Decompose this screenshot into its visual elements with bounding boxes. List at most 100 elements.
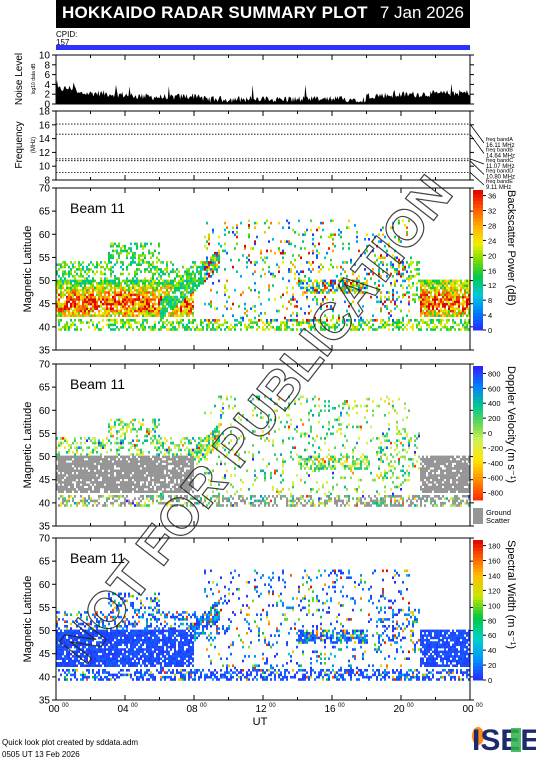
data-cell bbox=[116, 474, 118, 477]
data-cell bbox=[254, 499, 256, 503]
data-cell bbox=[302, 497, 304, 500]
data-cell bbox=[272, 495, 274, 498]
data-cell bbox=[432, 298, 434, 301]
data-cell bbox=[182, 478, 184, 482]
data-cell bbox=[132, 423, 134, 426]
data-cell bbox=[106, 437, 108, 440]
data-cell bbox=[166, 279, 168, 283]
data-cell bbox=[450, 286, 452, 290]
data-cell bbox=[142, 258, 144, 262]
data-cell bbox=[212, 446, 214, 449]
data-cell bbox=[138, 312, 140, 315]
data-cell bbox=[194, 288, 196, 292]
data-cell bbox=[378, 325, 380, 329]
data-cell bbox=[316, 319, 318, 322]
data-cell bbox=[108, 309, 110, 313]
data-cell bbox=[62, 325, 64, 329]
data-cell bbox=[184, 305, 186, 308]
data-cell bbox=[226, 395, 228, 399]
data-cell bbox=[90, 298, 92, 301]
data-cell bbox=[90, 490, 92, 493]
data-cell bbox=[136, 430, 138, 433]
data-cell bbox=[122, 474, 124, 477]
data-cell bbox=[460, 319, 462, 322]
data-cell bbox=[158, 302, 160, 306]
data-cell bbox=[158, 467, 160, 470]
data-cell bbox=[114, 441, 116, 445]
data-cell bbox=[62, 501, 64, 505]
data-cell bbox=[430, 309, 432, 313]
data-cell bbox=[132, 481, 134, 484]
data-cell bbox=[168, 286, 170, 290]
data-cell bbox=[344, 284, 346, 287]
data-cell bbox=[384, 305, 386, 308]
data-cell bbox=[224, 249, 226, 253]
data-cell bbox=[132, 314, 134, 317]
data-cell bbox=[292, 437, 294, 440]
data-cell bbox=[174, 471, 176, 475]
data-cell bbox=[74, 307, 76, 310]
data-cell bbox=[90, 282, 92, 285]
data-cell bbox=[178, 448, 180, 452]
data-cell bbox=[218, 251, 220, 255]
data-cell bbox=[438, 321, 440, 324]
data-cell bbox=[430, 314, 432, 317]
data-cell bbox=[168, 314, 170, 317]
data-cell bbox=[86, 265, 88, 269]
data-cell bbox=[328, 284, 330, 287]
data-cell bbox=[114, 242, 116, 246]
data-cell bbox=[380, 295, 382, 299]
data-cell bbox=[136, 434, 138, 438]
data-cell bbox=[230, 504, 232, 507]
data-cell bbox=[212, 437, 214, 440]
data-cell bbox=[420, 325, 422, 329]
data-cell bbox=[100, 293, 102, 297]
data-cell bbox=[184, 458, 186, 461]
data-cell bbox=[390, 309, 392, 313]
data-cell bbox=[286, 328, 288, 331]
data-cell bbox=[68, 458, 70, 461]
data-cell bbox=[120, 455, 122, 459]
data-cell bbox=[110, 427, 112, 431]
data-cell bbox=[250, 288, 252, 292]
data-cell bbox=[366, 244, 368, 248]
data-cell bbox=[98, 309, 100, 313]
data-cell bbox=[284, 460, 286, 463]
data-cell bbox=[204, 279, 206, 283]
data-cell bbox=[130, 427, 132, 431]
data-cell bbox=[56, 279, 58, 283]
data-cell bbox=[136, 490, 138, 493]
data-cell bbox=[206, 256, 208, 260]
data-cell bbox=[76, 279, 78, 283]
data-cell bbox=[142, 286, 144, 290]
colorbar-segment bbox=[473, 200, 483, 205]
data-cell bbox=[108, 298, 110, 301]
data-cell bbox=[398, 240, 400, 243]
data-cell bbox=[190, 474, 192, 477]
data-cell bbox=[118, 474, 120, 477]
data-cell bbox=[424, 305, 426, 308]
data-cell bbox=[88, 437, 90, 440]
data-cell bbox=[390, 261, 392, 264]
data-cell bbox=[430, 295, 432, 299]
data-cell bbox=[138, 469, 140, 473]
data-cell bbox=[468, 279, 470, 283]
data-cell bbox=[56, 288, 58, 292]
data-cell bbox=[170, 302, 172, 306]
data-cell bbox=[468, 321, 470, 324]
data-cell bbox=[78, 312, 80, 315]
data-cell bbox=[90, 314, 92, 317]
data-cell bbox=[110, 432, 112, 436]
data-cell bbox=[416, 268, 418, 271]
data-cell bbox=[74, 270, 76, 273]
data-cell bbox=[120, 483, 122, 486]
data-cell bbox=[172, 460, 174, 463]
data-cell bbox=[206, 453, 208, 456]
data-cell bbox=[174, 305, 176, 308]
data-cell bbox=[192, 284, 194, 287]
data-cell bbox=[322, 298, 324, 301]
data-cell bbox=[274, 430, 276, 433]
data-cell bbox=[80, 467, 82, 470]
data-cell bbox=[188, 270, 190, 273]
data-cell bbox=[420, 295, 422, 299]
